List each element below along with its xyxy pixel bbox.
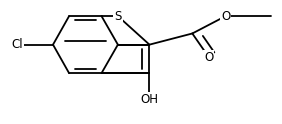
Text: O: O [221,10,230,23]
Text: OH: OH [140,93,158,106]
Text: S: S [114,10,122,23]
Text: O: O [204,51,213,63]
Text: Cl: Cl [11,38,23,51]
